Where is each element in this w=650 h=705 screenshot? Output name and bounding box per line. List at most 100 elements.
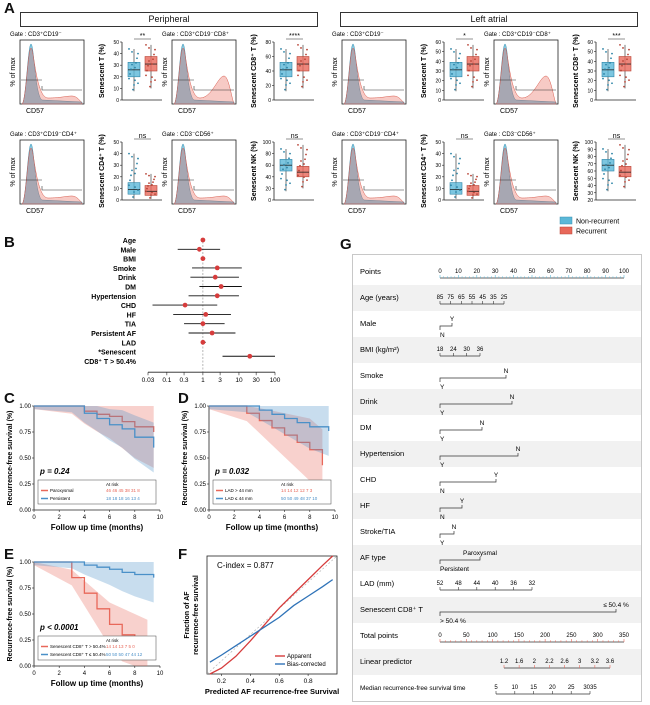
boxplot-point	[608, 66, 610, 69]
km-x-tick-label: 8	[133, 515, 137, 521]
boxplot-point	[137, 157, 139, 160]
boxplot-point	[304, 58, 306, 61]
km-survival-line	[209, 405, 330, 431]
km-at-risk-counts: 46 46 45 38 31 8	[106, 488, 140, 493]
boxplot-point	[456, 79, 458, 82]
nomogram-tick-label: 2.6	[560, 659, 569, 665]
boxplot-point	[607, 84, 609, 86]
boxplot-point	[624, 80, 626, 83]
flow-gate-label: Gate : CD3⁻CD56⁺	[484, 131, 536, 138]
boxplot-point	[136, 57, 138, 60]
boxplot-point	[283, 63, 285, 66]
nomogram-tick-label: 200	[540, 633, 551, 639]
boxplot-point	[151, 183, 153, 186]
forest-variable-label: Persistent AF	[91, 331, 137, 338]
boxplot-point	[473, 191, 475, 194]
nomogram-tick-label: 100	[488, 633, 499, 639]
km-x-tick-label: 10	[157, 671, 164, 677]
nomogram-category-bottom: Y	[440, 384, 445, 391]
nomogram-row-label: LAD (mm)	[360, 579, 395, 588]
nomogram-tick-label: 5	[494, 685, 498, 691]
boxplot-tick-label: 50	[587, 176, 593, 182]
nomogram-category-bottom: N	[440, 332, 445, 339]
nomogram-tick-label: 25	[501, 295, 508, 301]
flow-x-label: CD57	[348, 108, 366, 115]
boxplot-point	[628, 148, 630, 151]
forest-estimate-point	[200, 339, 206, 345]
boxplot-point	[452, 174, 454, 177]
boxplot-point	[133, 191, 135, 193]
boxplot-point	[605, 151, 607, 153]
km-legend-label: Paroxysmal	[50, 488, 74, 493]
panel-a-letter: A	[4, 0, 15, 17]
forest-estimate-point	[214, 293, 220, 299]
nomogram-row-band	[353, 597, 641, 623]
boxplot-y-label: Senescent CD8⁺ T (%)	[250, 34, 258, 108]
nomogram-tick-label: 48	[455, 581, 462, 587]
flow-x-label: CD57	[178, 108, 196, 115]
nomogram-tick-label: 90	[602, 269, 609, 275]
boxplot-point	[286, 179, 288, 182]
nomogram-tick-label: 60	[547, 269, 554, 275]
boxplot-point	[628, 79, 630, 82]
boxplot-point	[154, 175, 156, 178]
nomogram-tick-label: 52	[437, 581, 444, 587]
km-y-tick-label: 0.25	[19, 482, 31, 488]
nomogram-row-label: BMI (kg/m²)	[360, 345, 400, 354]
boxplot-point	[625, 176, 627, 178]
km-at-risk-counts: 50 50 49 48 37 10	[281, 496, 318, 501]
boxplot-point	[151, 63, 153, 65]
nomogram-row-band	[353, 649, 641, 675]
boxplot-tick-label: 50	[587, 50, 593, 56]
boxplot-point	[473, 76, 475, 78]
boxplot-point	[288, 157, 290, 160]
km-x-tick-label: 6	[108, 515, 112, 521]
boxplot-tick-label: 10	[113, 86, 119, 92]
boxplot-point	[476, 48, 478, 51]
forest-tick-label: 10	[235, 377, 243, 384]
boxplot-tick-label: 50	[113, 140, 119, 146]
boxplot-point	[306, 79, 308, 82]
forest-tick-label: 0.03	[142, 377, 155, 384]
boxplot-tick-label: 30	[113, 163, 119, 169]
flow-x-label: CD57	[178, 208, 196, 215]
panel-g-letter: G	[340, 236, 352, 253]
calibration-x-label: Predicted AF recurrence-free Survival	[205, 687, 339, 696]
boxplot-point	[459, 52, 461, 55]
calibration-x-tick-label: 0.2	[217, 678, 226, 685]
nomogram-category-bracket	[439, 505, 463, 512]
flow-histogram-recurrent	[495, 47, 557, 105]
nomogram-tick-label: 3035	[583, 685, 597, 691]
boxplot-point	[459, 82, 461, 85]
calibration-curve	[209, 555, 334, 675]
boxplot-point	[302, 180, 304, 183]
forest-variable-label: Hypertension	[91, 294, 136, 301]
nomogram-tick-label: 70	[565, 269, 572, 275]
flow-histogram-recurrent	[173, 47, 235, 105]
boxplot-box-nonrecurrent	[449, 182, 463, 195]
boxplot-point	[474, 58, 476, 61]
boxplot-point	[145, 74, 147, 77]
boxplot-point	[611, 182, 613, 185]
boxplot-point	[476, 79, 478, 82]
nomogram-row-label: Drink	[360, 397, 378, 406]
forest-tick-label: 3	[218, 377, 222, 384]
nomogram-tick-label: 1.2	[500, 659, 509, 665]
nomogram-row-label: HF	[360, 501, 370, 510]
flow-y-label: % of max	[484, 157, 491, 187]
boxplot-point	[305, 53, 307, 56]
boxplot-point	[608, 79, 610, 82]
boxplot-point	[283, 151, 285, 153]
flow-gate-bracket	[515, 86, 556, 91]
nomogram-tick-label: 40	[510, 269, 517, 275]
km-y-tick-label: 0.25	[19, 638, 31, 644]
boxplot-point	[453, 155, 455, 158]
boxplot-point	[451, 179, 453, 182]
boxplot-point	[289, 52, 291, 55]
km-y-tick-label: 0.50	[194, 456, 206, 462]
boxplot-point	[146, 187, 148, 190]
km-y-tick-label: 0.00	[19, 508, 31, 514]
significance-label: ns	[291, 133, 299, 140]
boxplot-tick-label: 0	[438, 98, 441, 104]
km-x-tick-label: 10	[332, 515, 339, 521]
